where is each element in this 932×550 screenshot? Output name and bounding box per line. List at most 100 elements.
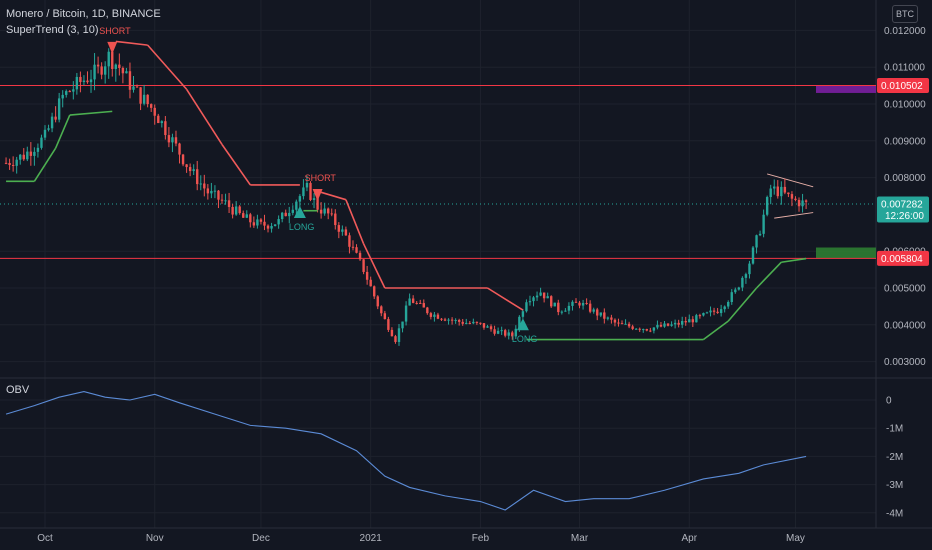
candle-body bbox=[316, 198, 319, 210]
candle-body bbox=[624, 323, 627, 325]
candle-body bbox=[305, 182, 309, 188]
supertrend-line bbox=[487, 287, 524, 311]
candle-body bbox=[65, 91, 68, 95]
candle-body bbox=[22, 154, 25, 160]
candle-body bbox=[203, 183, 206, 189]
candle-body bbox=[436, 314, 440, 319]
candle-body bbox=[135, 86, 139, 88]
candle-body bbox=[794, 198, 797, 200]
candle-body bbox=[443, 319, 447, 321]
candle-body bbox=[341, 229, 344, 232]
candle-body bbox=[670, 324, 673, 326]
obv-tick-label: -4M bbox=[886, 508, 903, 519]
candle-body bbox=[355, 247, 358, 253]
long-signal-label: LONG bbox=[289, 222, 315, 232]
supertrend-line bbox=[727, 287, 758, 322]
candle-body bbox=[507, 332, 510, 336]
candle-body bbox=[415, 302, 418, 304]
candle-body bbox=[210, 190, 213, 194]
candle-body bbox=[542, 292, 546, 299]
candle-body bbox=[86, 80, 89, 83]
candle-body bbox=[330, 213, 333, 215]
candle-body bbox=[550, 296, 553, 307]
candle-body bbox=[401, 321, 404, 329]
candle-body bbox=[387, 319, 390, 330]
candle-body bbox=[19, 154, 22, 160]
candle-body bbox=[553, 302, 556, 307]
candle-body bbox=[114, 64, 117, 69]
candle-body bbox=[804, 200, 808, 202]
candle-body bbox=[93, 64, 96, 80]
candle-body bbox=[730, 292, 733, 302]
supertrend-line bbox=[702, 320, 729, 341]
candle-body bbox=[776, 186, 779, 197]
candle-body bbox=[691, 319, 695, 323]
candle-body bbox=[592, 309, 595, 312]
candle-body bbox=[659, 324, 663, 327]
candle-body bbox=[801, 200, 804, 207]
candle-body bbox=[454, 319, 457, 321]
candle-body bbox=[312, 198, 316, 200]
time-axis-label: Oct bbox=[37, 533, 53, 544]
candle-body bbox=[234, 206, 238, 215]
candle-body bbox=[765, 197, 769, 215]
candle-body bbox=[142, 94, 146, 104]
supertrend-line bbox=[345, 199, 365, 245]
candle-body bbox=[780, 186, 783, 197]
pattern-trendline bbox=[774, 212, 814, 219]
candle-body bbox=[546, 296, 549, 299]
candle-body bbox=[695, 315, 698, 323]
candle-body bbox=[734, 289, 737, 293]
candle-body bbox=[256, 219, 259, 226]
candle-body bbox=[373, 286, 376, 297]
candle-body bbox=[103, 66, 107, 75]
candle-body bbox=[185, 164, 188, 168]
obv-tick-label: 0 bbox=[886, 396, 892, 407]
time-axis-label: May bbox=[786, 533, 805, 544]
candle-body bbox=[4, 162, 8, 164]
candle-body bbox=[277, 219, 280, 225]
candle-body bbox=[716, 311, 719, 314]
candle-body bbox=[535, 295, 539, 298]
candle-body bbox=[422, 303, 425, 308]
time-axis-label: Apr bbox=[681, 533, 697, 544]
candle-body bbox=[557, 302, 560, 313]
candle-body bbox=[29, 151, 33, 156]
candle-body bbox=[146, 94, 149, 105]
candle-body bbox=[150, 104, 153, 108]
pattern-trendline bbox=[767, 173, 814, 188]
price-label-box bbox=[877, 78, 929, 94]
candle-body bbox=[40, 137, 43, 148]
candle-body bbox=[263, 221, 266, 226]
candle-body bbox=[588, 303, 592, 312]
candle-body bbox=[61, 94, 64, 99]
candle-body bbox=[164, 121, 167, 136]
candle-body bbox=[642, 329, 645, 331]
price-tick-label: 0.011000 bbox=[884, 63, 925, 74]
candle-body bbox=[238, 206, 241, 214]
candle-body bbox=[291, 209, 294, 213]
candle-body bbox=[295, 201, 298, 210]
obv-line bbox=[5, 390, 807, 511]
price-tick-label: 0.005000 bbox=[884, 284, 926, 295]
candle-body bbox=[139, 87, 142, 104]
candle-body bbox=[178, 143, 181, 155]
candle-body bbox=[433, 314, 436, 317]
candle-body bbox=[688, 319, 691, 323]
candle-body bbox=[610, 317, 613, 320]
candle-body bbox=[603, 312, 606, 319]
candle-body bbox=[723, 306, 726, 310]
candle-body bbox=[596, 309, 599, 316]
long-signal-arrow bbox=[516, 318, 529, 331]
short-signal-arrow bbox=[312, 189, 323, 202]
long-signal-label: LONG bbox=[512, 334, 538, 344]
candle-body bbox=[493, 329, 496, 334]
time-axis-label: Mar bbox=[571, 533, 589, 544]
candle-body bbox=[486, 326, 489, 328]
supertrend-line bbox=[781, 257, 807, 264]
supertrend-line bbox=[33, 147, 57, 182]
short-signal-arrow bbox=[107, 41, 118, 54]
currency-badge[interactable]: BTC bbox=[892, 5, 918, 23]
